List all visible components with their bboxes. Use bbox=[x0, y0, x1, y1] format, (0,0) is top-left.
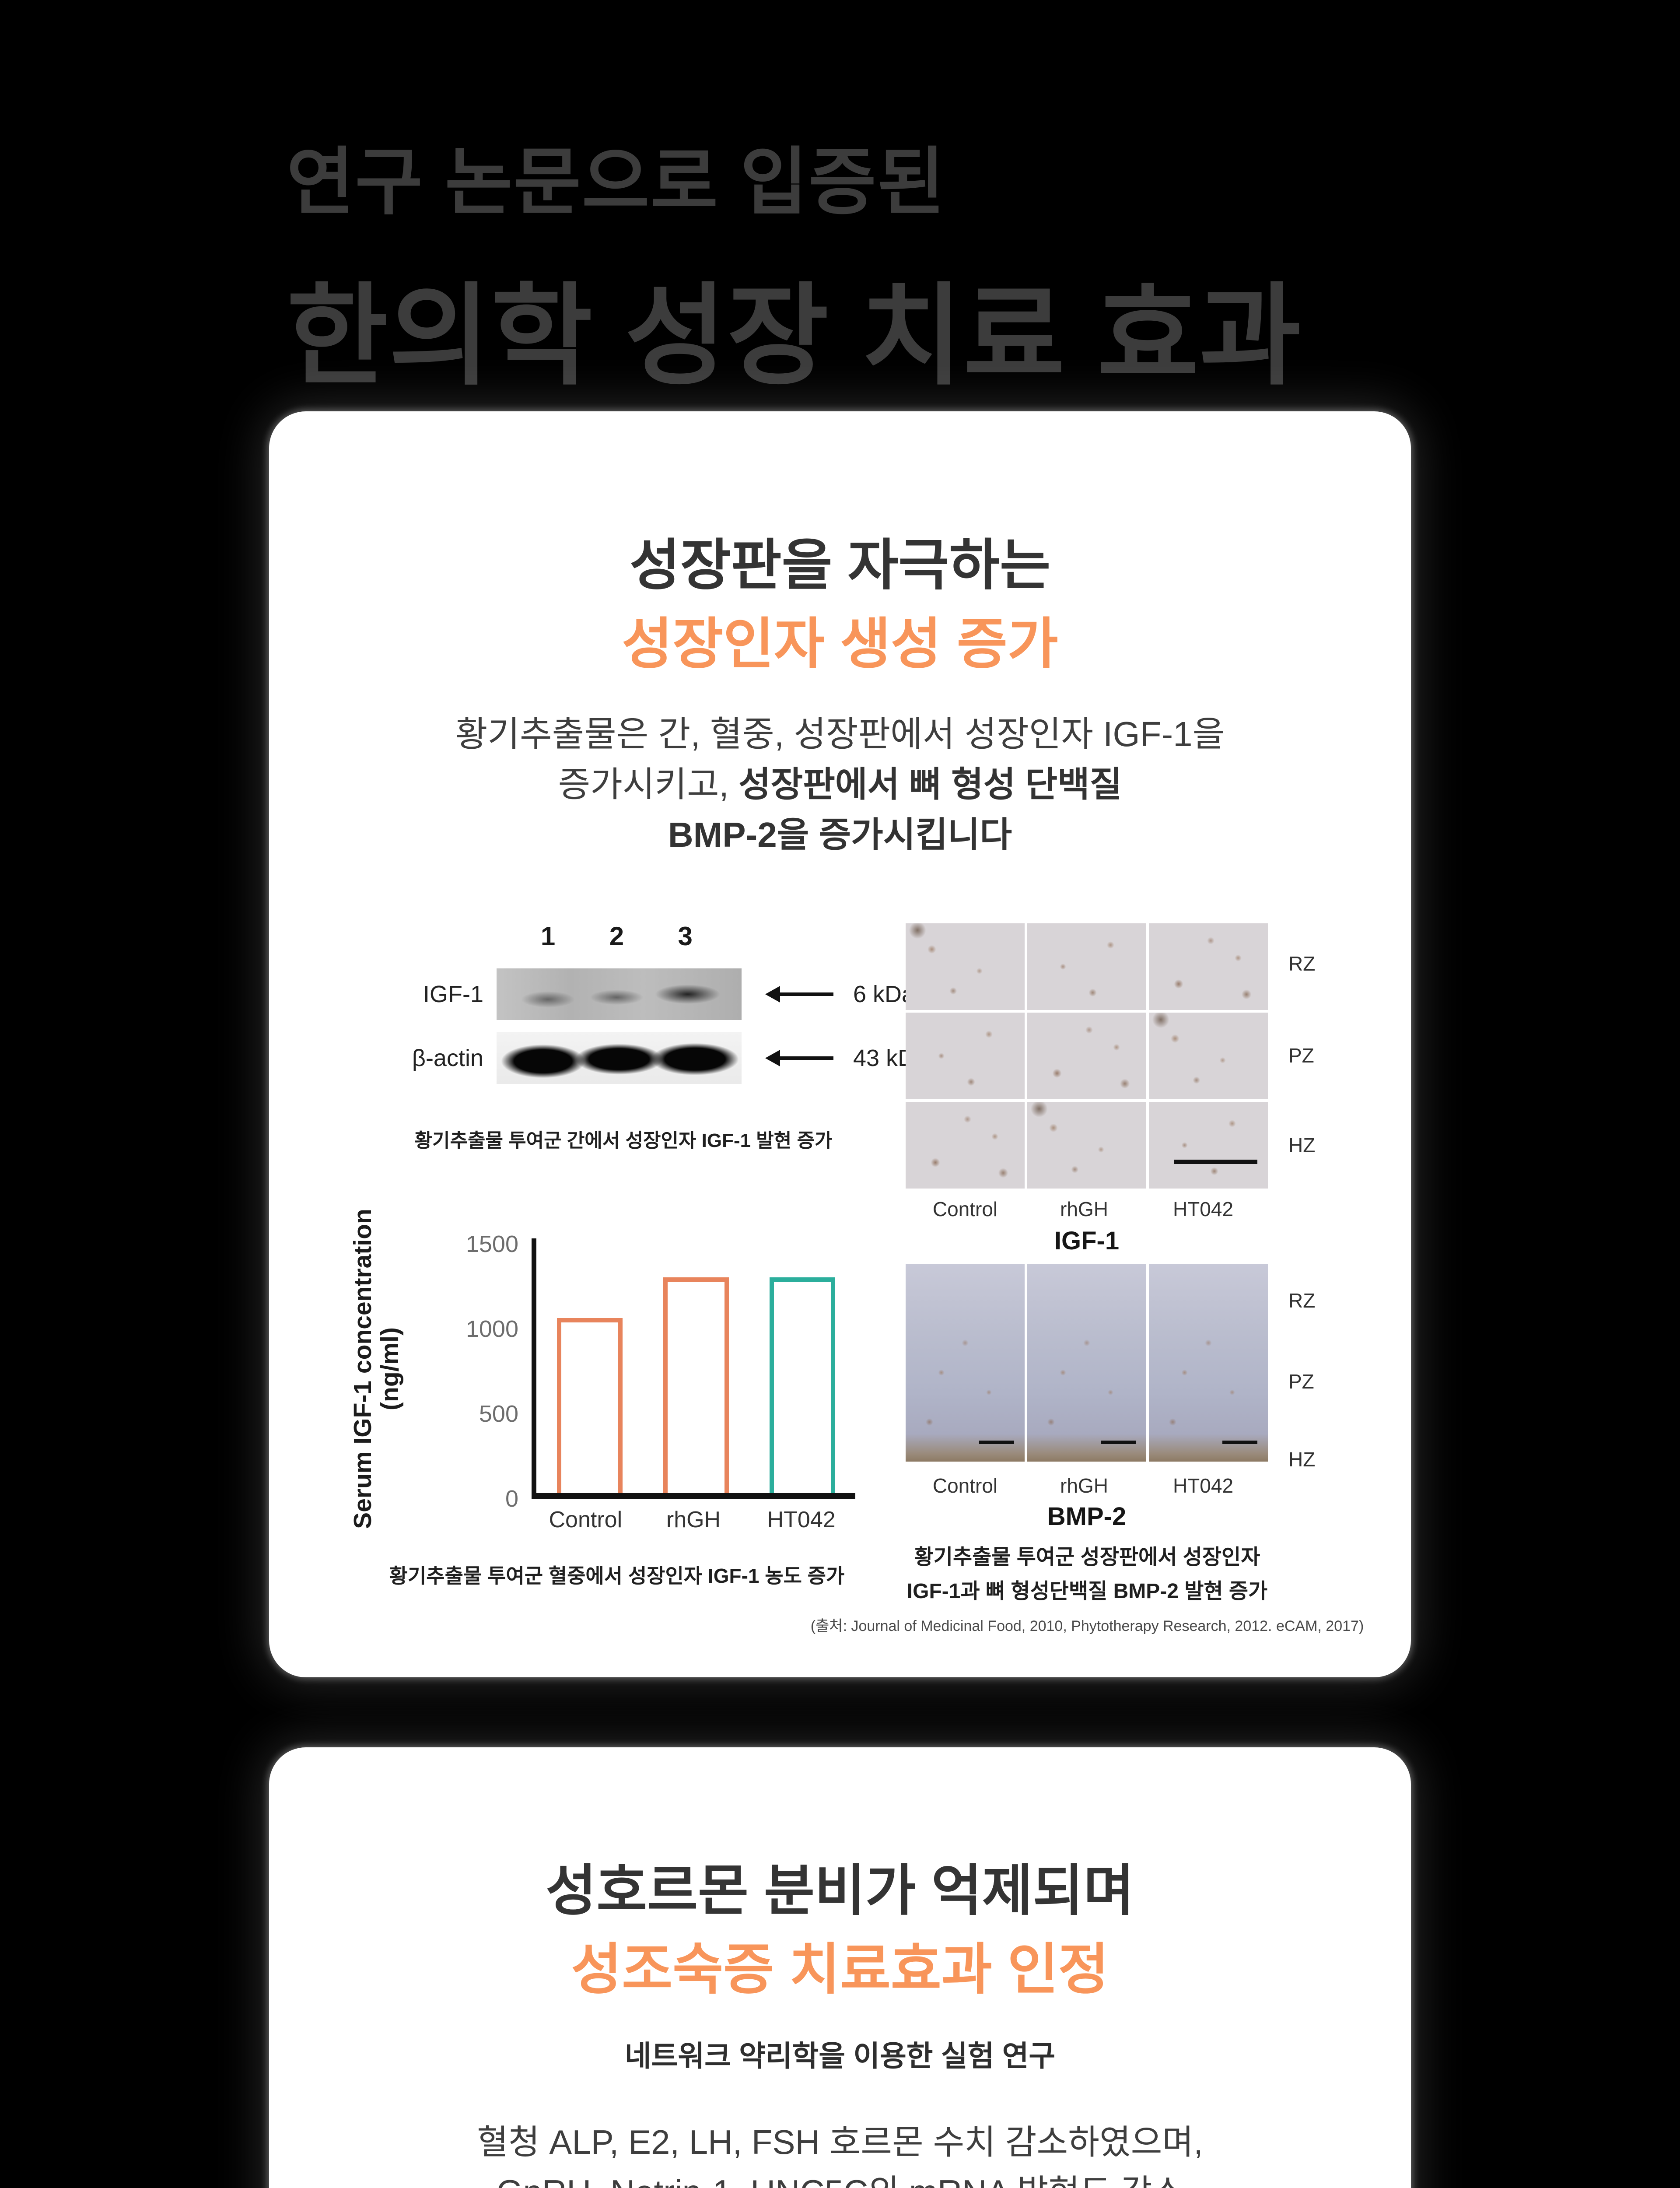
tissue-image bbox=[1027, 1264, 1146, 1462]
row-label-pz: PZ bbox=[1288, 1370, 1314, 1393]
tissue-image bbox=[906, 923, 1025, 1010]
x-axis-label-text: rhGH bbox=[666, 1507, 721, 1532]
ihc-bmp2-caption: BMP-2 bbox=[1047, 1502, 1127, 1531]
tissue-image bbox=[906, 1264, 1025, 1462]
y-tick-label: 500 bbox=[479, 1401, 518, 1427]
card2-paragraph: 혈청 ALP, E2, LH, FSH 호르몬 수치 감소하였으며, GnRH,… bbox=[269, 2117, 1411, 2188]
col-label: HT042 bbox=[1172, 1474, 1234, 1497]
lane-number: 3 bbox=[678, 922, 693, 951]
card2-title-line2: 성조숙증 치료효과 인정 bbox=[571, 1939, 1109, 2000]
card1-paragraph: 황기추출물은 간, 혈중, 성장판에서 성장인자 IGF-1을 증가시키고, 성… bbox=[269, 709, 1411, 860]
tissue-image bbox=[1149, 1013, 1268, 1099]
y-tick-label: 1500 bbox=[466, 1231, 518, 1257]
bar bbox=[663, 1277, 729, 1493]
tissue-image bbox=[1149, 1102, 1268, 1189]
serum-igf1-chart: Serum IGF-1 concentration (ng/ml) 0 500 100… bbox=[349, 1209, 855, 1532]
ihc-igf1-col-labels: Control rhGH HT042 bbox=[906, 1197, 1268, 1221]
page-header: 연구 논문으로 입증된 한의학 성장 치료 효과 bbox=[287, 123, 1302, 406]
card2-para-line1: 혈청 ALP, E2, LH, FSH 호르몬 수치 감소하였으며, bbox=[477, 2123, 1203, 2161]
row-label-hz: HZ bbox=[1288, 1448, 1316, 1471]
blot-row-label: IGF-1 bbox=[423, 981, 483, 1007]
blot-row-igf1: IGF-1 6 kDa bbox=[378, 968, 925, 1020]
y-tick-label: 0 bbox=[505, 1486, 518, 1512]
card2-title-line1: 성호르몬 분비가 억제되며 bbox=[546, 1860, 1134, 1922]
lane-number: 1 bbox=[540, 922, 556, 951]
ihc-igf1-caption: IGF-1 bbox=[1054, 1227, 1120, 1255]
row-label-hz: HZ bbox=[1288, 1134, 1316, 1157]
y-tick-label: 1000 bbox=[466, 1316, 518, 1342]
card1-title-line2: 성장인자 생성 증가 bbox=[622, 613, 1058, 675]
y-axis-ticks: 0 500 1000 1500 bbox=[453, 1231, 518, 1512]
actin-blot-image bbox=[497, 1032, 742, 1084]
card1-para-line2: 증가시키고, 성장판에서 뼈 형성 단백질 bbox=[558, 765, 1122, 804]
ihc-caption-line1: 황기추출물 투여군 성장판에서 성장인자 bbox=[914, 1546, 1260, 1569]
blot-lane-numbers: 1 2 3 bbox=[497, 921, 742, 956]
col-label: rhGH bbox=[1060, 1474, 1108, 1497]
header-line1: 연구 논문으로 입증된 bbox=[287, 141, 946, 223]
hormone-card: 성호르몬 분비가 억제되며 성조숙증 치료효과 인정 네트워크 약리학을 이용한… bbox=[269, 1747, 1411, 2188]
tissue-image bbox=[1027, 1102, 1146, 1189]
blot-row-label: β-actin bbox=[412, 1045, 483, 1071]
scale-bar bbox=[1222, 1441, 1257, 1444]
band-size-label: 6 kDa bbox=[853, 981, 915, 1007]
ihc-igf1-grid bbox=[906, 923, 1268, 1189]
arrow-left-icon bbox=[765, 1050, 833, 1066]
ihc-caption-line2: IGF-1과 뼈 형성단백질 BMP-2 발현 증가 bbox=[906, 1580, 1268, 1603]
serum-chart-caption: 황기추출물 투여군 혈중에서 성장인자 IGF-1 농도 증가 bbox=[389, 1564, 845, 1587]
y-axis-label-text: Serum IGF-1 concentration (ng/ml) bbox=[349, 1208, 404, 1529]
tissue-image bbox=[906, 1013, 1025, 1099]
scale-bar bbox=[979, 1441, 1014, 1444]
bar bbox=[769, 1277, 835, 1493]
row-label-rz: RZ bbox=[1288, 1289, 1316, 1312]
blot-row-actin: β-actin 43 kDa bbox=[378, 1032, 928, 1084]
bar bbox=[556, 1318, 623, 1493]
card1-para-line3: BMP-2을 증가시킵니다 bbox=[668, 815, 1012, 854]
source-citation: (출처: Journal of Medicinal Food, 2010, Ph… bbox=[810, 1618, 1364, 1634]
y-axis-label: Serum IGF-1 concentration (ng/ml) bbox=[343, 1209, 409, 1529]
tissue-image bbox=[1149, 923, 1268, 1010]
card2-subtitle: 네트워크 약리학을 이용한 실험 연구 bbox=[624, 2040, 1056, 2072]
card1-title-line1: 성장판을 자극하는 bbox=[629, 534, 1051, 596]
x-axis-label-text: HT042 bbox=[767, 1507, 836, 1532]
lane-number: 2 bbox=[609, 922, 624, 951]
tissue-image bbox=[906, 1102, 1025, 1189]
growth-factor-card: 성장판을 자극하는 성장인자 생성 증가 황기추출물은 간, 혈중, 성장판에서… bbox=[269, 411, 1411, 1677]
scale-bar bbox=[1174, 1160, 1257, 1164]
col-label: Control bbox=[932, 1198, 998, 1220]
card2-para-line2: GnRH, Netrin-1, UNC5C의 mRNA 발현도 감소 bbox=[269, 2167, 1411, 2188]
row-label-rz: RZ bbox=[1288, 952, 1316, 975]
card1-para-line1: 황기추출물은 간, 혈중, 성장판에서 성장인자 IGF-1을 bbox=[455, 715, 1225, 754]
page-title: 한의학 성장 치료 효과 bbox=[287, 275, 1302, 398]
blot-caption: 황기추출물 투여군 간에서 성장인자 IGF-1 발현 증가 bbox=[414, 1130, 833, 1151]
arrow-left-icon bbox=[765, 986, 833, 1003]
western-blot-figure: 1 2 3 IGF-1 6 kDa β-actin 43 kDa bbox=[378, 921, 928, 1084]
col-label: Control bbox=[932, 1474, 998, 1497]
scale-bar bbox=[1101, 1441, 1136, 1444]
col-label: HT042 bbox=[1172, 1198, 1234, 1220]
igf1-blot-image bbox=[497, 968, 742, 1020]
chart-plot-area bbox=[532, 1238, 855, 1499]
ihc-bmp2-grid bbox=[906, 1264, 1268, 1462]
ihc-bmp2-col-labels: Control rhGH HT042 bbox=[906, 1474, 1268, 1497]
col-label: rhGH bbox=[1060, 1198, 1108, 1220]
tissue-image bbox=[1149, 1264, 1268, 1462]
row-label-pz: PZ bbox=[1288, 1044, 1314, 1067]
tissue-image bbox=[1027, 1013, 1146, 1099]
x-axis-label-text: Control bbox=[549, 1507, 623, 1532]
tissue-image bbox=[1027, 923, 1146, 1010]
